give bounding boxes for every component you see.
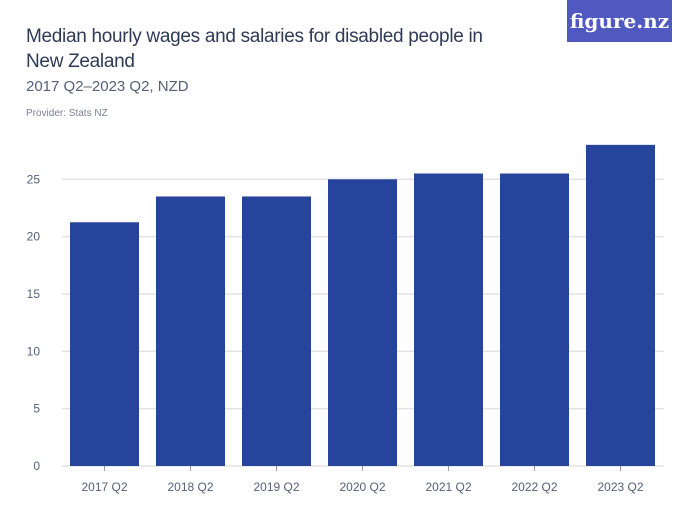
- provider-label: Provider: Stats NZ: [26, 108, 108, 119]
- bar: [414, 173, 483, 466]
- x-tick-label: 2020 Q2: [339, 480, 385, 494]
- y-tick-label: 5: [33, 402, 40, 416]
- bar: [328, 179, 397, 466]
- x-tick-label: 2021 Q2: [425, 480, 471, 494]
- y-tick-label: 25: [27, 172, 41, 186]
- x-tick-label: 2023 Q2: [597, 480, 643, 494]
- chart-subtitle: 2017 Q2–2023 Q2, NZD: [26, 78, 189, 95]
- bar: [242, 196, 311, 466]
- x-tick-label: 2022 Q2: [511, 480, 557, 494]
- x-tick-label: 2018 Q2: [167, 480, 213, 494]
- x-tick-label: 2019 Q2: [253, 480, 299, 494]
- y-tick-label: 10: [27, 344, 41, 358]
- y-tick-label: 15: [27, 287, 41, 301]
- figure-nz-logo[interactable]: figure.nz: [567, 0, 672, 42]
- bar: [586, 144, 655, 466]
- bar: [156, 196, 225, 466]
- chart-title: Median hourly wages and salaries for dis…: [26, 26, 483, 72]
- y-tick-label: 20: [27, 230, 41, 244]
- bar: [500, 173, 569, 466]
- bar: [70, 222, 139, 466]
- y-tick-label: 0: [33, 459, 40, 473]
- x-tick-label: 2017 Q2: [81, 480, 127, 494]
